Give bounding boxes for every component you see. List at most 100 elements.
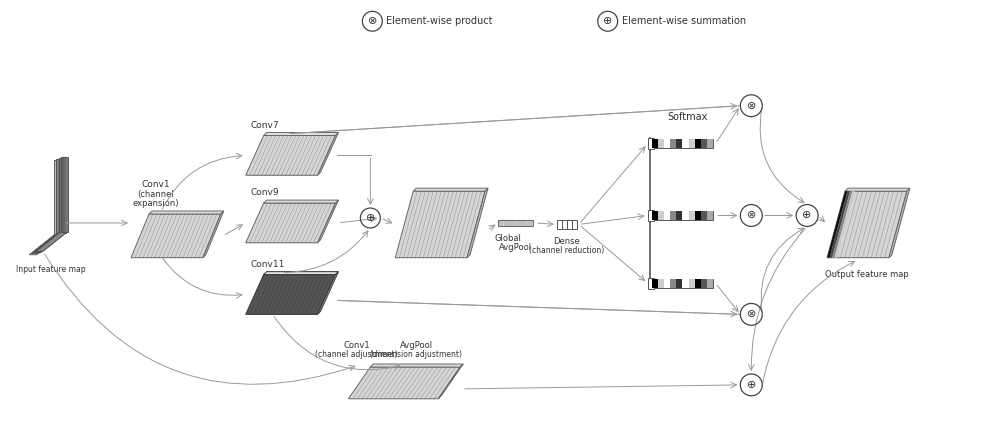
Text: ⊕: ⊕ — [747, 380, 756, 390]
Text: Global: Global — [494, 234, 521, 243]
Bar — [707, 211, 713, 220]
Bar — [670, 279, 676, 288]
Text: ⊕: ⊕ — [802, 211, 812, 221]
Bar — [648, 278, 654, 289]
Bar — [658, 139, 664, 148]
Polygon shape — [413, 188, 488, 191]
Polygon shape — [438, 364, 463, 399]
Bar — [682, 279, 689, 288]
Polygon shape — [34, 233, 66, 252]
Bar — [707, 139, 713, 148]
Text: Dense: Dense — [553, 237, 580, 246]
Bar — [652, 139, 713, 148]
Polygon shape — [830, 191, 850, 258]
Polygon shape — [264, 132, 338, 135]
Bar — [689, 279, 695, 288]
Polygon shape — [827, 191, 907, 258]
Bar — [670, 211, 676, 220]
Bar — [676, 139, 682, 148]
Bar — [682, 139, 689, 148]
Bar — [701, 139, 707, 148]
Text: ⊕: ⊕ — [366, 213, 375, 223]
Polygon shape — [318, 132, 338, 175]
Bar — [498, 220, 533, 226]
Polygon shape — [36, 232, 68, 252]
Polygon shape — [835, 191, 855, 258]
Text: Conv7: Conv7 — [251, 120, 279, 129]
Polygon shape — [370, 364, 463, 367]
Polygon shape — [832, 191, 852, 258]
Polygon shape — [264, 272, 338, 275]
Bar — [652, 211, 658, 220]
Bar — [652, 211, 713, 220]
Bar — [689, 139, 695, 148]
Polygon shape — [246, 203, 335, 243]
Text: (dimension adjustment): (dimension adjustment) — [370, 350, 462, 359]
Bar — [682, 211, 689, 220]
Polygon shape — [131, 214, 221, 258]
Text: (channel reduction): (channel reduction) — [529, 246, 604, 255]
Text: ⊗: ⊗ — [747, 309, 756, 319]
Polygon shape — [395, 191, 485, 258]
Polygon shape — [29, 235, 61, 255]
Polygon shape — [318, 200, 338, 243]
Text: Element-wise summation: Element-wise summation — [622, 16, 746, 26]
Text: ⊗: ⊗ — [747, 101, 756, 111]
Polygon shape — [264, 200, 338, 203]
Bar — [652, 279, 713, 288]
Bar — [701, 211, 707, 220]
Text: expansion): expansion) — [133, 199, 179, 208]
Text: Element-wise product: Element-wise product — [386, 16, 493, 26]
Bar — [572, 220, 577, 229]
Polygon shape — [149, 211, 224, 214]
Text: ⊗: ⊗ — [368, 16, 377, 26]
Bar — [695, 139, 701, 148]
Polygon shape — [32, 234, 63, 254]
Text: Softmax: Softmax — [667, 112, 708, 122]
Polygon shape — [61, 157, 68, 232]
Polygon shape — [59, 158, 66, 233]
Text: (channel adjustment): (channel adjustment) — [315, 350, 398, 359]
Bar — [695, 211, 701, 220]
Bar — [557, 220, 562, 229]
Polygon shape — [54, 160, 61, 235]
Bar — [701, 279, 707, 288]
Polygon shape — [348, 367, 460, 399]
Bar — [689, 211, 695, 220]
Bar — [562, 220, 567, 229]
Polygon shape — [827, 191, 848, 258]
Bar — [676, 279, 682, 288]
Polygon shape — [56, 159, 63, 234]
Bar — [707, 279, 713, 288]
Bar — [695, 279, 701, 288]
Polygon shape — [889, 188, 910, 258]
Bar — [676, 211, 682, 220]
Polygon shape — [467, 188, 488, 258]
Bar — [652, 139, 658, 148]
Bar — [648, 138, 654, 150]
Bar — [664, 211, 670, 220]
Polygon shape — [246, 275, 335, 314]
Text: Conv1: Conv1 — [142, 180, 170, 189]
Text: Output feature map: Output feature map — [825, 270, 909, 279]
Text: (channel: (channel — [138, 190, 174, 199]
Bar — [664, 139, 670, 148]
Bar — [670, 139, 676, 148]
Polygon shape — [203, 211, 224, 258]
Bar — [658, 211, 664, 220]
Text: Input feature map: Input feature map — [16, 265, 86, 273]
Text: Conv11: Conv11 — [251, 260, 285, 269]
Text: Conv9: Conv9 — [251, 188, 279, 197]
Text: Conv1: Conv1 — [343, 341, 370, 350]
Polygon shape — [246, 135, 335, 175]
Bar — [658, 279, 664, 288]
Polygon shape — [318, 272, 338, 314]
Text: ⊕: ⊕ — [603, 16, 612, 26]
Bar — [652, 279, 658, 288]
Text: ⊗: ⊗ — [747, 211, 756, 221]
Bar — [648, 210, 654, 221]
Bar — [664, 279, 670, 288]
Polygon shape — [845, 188, 910, 191]
Text: AvgPool: AvgPool — [400, 341, 433, 350]
Bar — [567, 220, 572, 229]
